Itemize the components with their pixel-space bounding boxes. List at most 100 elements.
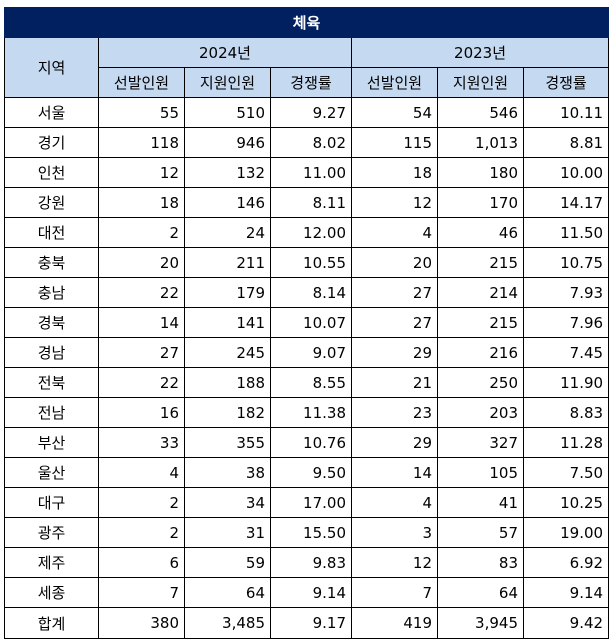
region-cell: 충북 — [4, 247, 99, 278]
selected-2024-cell: 2 — [98, 217, 185, 248]
selected-2024-cell: 33 — [98, 427, 185, 458]
applicants-2024-cell: 34 — [184, 487, 271, 518]
ratio-2023-cell: 11.28 — [522, 427, 610, 458]
ratio-2024-cell: 8.55 — [270, 367, 352, 398]
ratio-2023-cell: 8.81 — [522, 127, 610, 158]
applicants-2023-cell: 216 — [437, 337, 524, 368]
applicants-2023-cell: 83 — [437, 547, 524, 578]
region-cell: 전북 — [4, 367, 99, 398]
applicants-2023-cell: 327 — [437, 427, 524, 458]
ratio-2023-cell: 7.50 — [522, 457, 610, 488]
ratio-2023-cell: 11.90 — [522, 367, 610, 398]
ratio-2023-cell: 7.93 — [522, 277, 610, 308]
selected-2023-cell: 21 — [351, 367, 438, 398]
ratio-2023-cell: 10.00 — [522, 157, 610, 188]
ratio-2023-cell: 7.45 — [522, 337, 610, 368]
selected-2023-cell: 4 — [351, 217, 438, 248]
region-cell: 대구 — [4, 487, 99, 518]
applicants-2023-cell: 1,013 — [437, 127, 524, 158]
selected-2024-cell: 22 — [98, 277, 185, 308]
selected-2023-cell: 14 — [351, 457, 438, 488]
applicants-2023-cell: 170 — [437, 187, 524, 218]
selected-2024-cell: 6 — [98, 547, 185, 578]
ratio-2023-cell: 7.96 — [522, 307, 610, 338]
ratio-2023-cell: 19.00 — [522, 517, 610, 548]
region-cell: 강원 — [4, 187, 99, 218]
region-cell: 경북 — [4, 307, 99, 338]
table-row: 부산 33 355 10.76 29 327 11.28 — [4, 427, 610, 458]
selected-2024-cell: 20 — [98, 247, 185, 278]
region-header: 지역 — [4, 37, 99, 98]
table-row: 경기 118 946 8.02 115 1,013 8.81 — [4, 127, 610, 158]
applicants-2024-cell: 141 — [184, 307, 271, 338]
applicants-2024-cell: 146 — [184, 187, 271, 218]
applicants-2024-cell: 182 — [184, 397, 271, 428]
ratio-2024-cell: 10.07 — [270, 307, 352, 338]
ratio-2024-cell: 9.27 — [270, 97, 352, 128]
applicants-2023-cell: 215 — [437, 307, 524, 338]
selected-2023-cell: 29 — [351, 427, 438, 458]
ratio-2023-cell: 9.42 — [522, 607, 610, 639]
selected-2023-cell: 12 — [351, 547, 438, 578]
applicants-2024-cell: 31 — [184, 517, 271, 548]
selected-2023-cell: 115 — [351, 127, 438, 158]
applicants-2024-cell: 245 — [184, 337, 271, 368]
applicants-2024-cell: 211 — [184, 247, 271, 278]
selected-2024-cell: 27 — [98, 337, 185, 368]
ratio-2024-cell: 8.11 — [270, 187, 352, 218]
selected-2023-cell: 3 — [351, 517, 438, 548]
selected-2024-cell: 12 — [98, 157, 185, 188]
applicants-2023-cell: 41 — [437, 487, 524, 518]
table-row: 서울 55 510 9.27 54 546 10.11 — [4, 97, 610, 128]
ratio-2024-cell: 11.00 — [270, 157, 352, 188]
applicants-2024-cell: 3,485 — [184, 607, 271, 639]
table-row: 인천 12 132 11.00 18 180 10.00 — [4, 157, 610, 188]
ratio-2023-cell: 8.83 — [522, 397, 610, 428]
ratio-2023-cell: 9.14 — [522, 577, 610, 608]
selected-2023-cell: 419 — [351, 607, 438, 639]
table-row: 세종 7 64 9.14 7 64 9.14 — [4, 577, 610, 608]
selected-2023-cell: 29 — [351, 337, 438, 368]
col-header-selected-2024: 선발인원 — [98, 67, 185, 98]
selected-2024-cell: 16 — [98, 397, 185, 428]
table-row: 제주 6 59 9.83 12 83 6.92 — [4, 547, 610, 578]
table-row: 전남 16 182 11.38 23 203 8.83 — [4, 397, 610, 428]
region-cell: 울산 — [4, 457, 99, 488]
table-row: 경남 27 245 9.07 29 216 7.45 — [4, 337, 610, 368]
region-cell: 합계 — [4, 607, 99, 639]
applicants-2023-cell: 180 — [437, 157, 524, 188]
table-row: 울산 4 38 9.50 14 105 7.50 — [4, 457, 610, 488]
table-row: 강원 18 146 8.11 12 170 14.17 — [4, 187, 610, 218]
selected-2024-cell: 55 — [98, 97, 185, 128]
col-header-applicants-2024: 지원인원 — [184, 67, 271, 98]
region-cell: 경기 — [4, 127, 99, 158]
ratio-2024-cell: 10.55 — [270, 247, 352, 278]
ratio-2024-cell: 8.02 — [270, 127, 352, 158]
ratio-2024-cell: 15.50 — [270, 517, 352, 548]
ratio-2023-cell: 10.11 — [522, 97, 610, 128]
applicants-2024-cell: 355 — [184, 427, 271, 458]
col-header-applicants-2023: 지원인원 — [437, 67, 524, 98]
table-title: 체육 — [3, 7, 610, 38]
applicants-2023-cell: 46 — [437, 217, 524, 248]
table-row: 경북 14 141 10.07 27 215 7.96 — [4, 307, 610, 338]
applicants-2024-cell: 132 — [184, 157, 271, 188]
selected-2024-cell: 2 — [98, 517, 185, 548]
applicants-2024-cell: 179 — [184, 277, 271, 308]
region-cell: 충남 — [4, 277, 99, 308]
table-row: 광주 2 31 15.50 3 57 19.00 — [4, 517, 610, 548]
applicants-2023-cell: 214 — [437, 277, 524, 308]
selected-2023-cell: 54 — [351, 97, 438, 128]
selected-2024-cell: 14 — [98, 307, 185, 338]
selected-2024-cell: 2 — [98, 487, 185, 518]
applicants-2023-cell: 105 — [437, 457, 524, 488]
selected-2023-cell: 7 — [351, 577, 438, 608]
region-cell: 대전 — [4, 217, 99, 248]
competition-table: 체육 지역 2024년 2023년 선발인원 지원인원 경쟁률 선발인원 지원인… — [3, 7, 610, 639]
col-header-ratio-2023: 경쟁률 — [522, 67, 610, 98]
table-row: 전북 22 188 8.55 21 250 11.90 — [4, 367, 610, 398]
region-cell: 서울 — [4, 97, 99, 128]
ratio-2024-cell: 17.00 — [270, 487, 352, 518]
ratio-2024-cell: 11.38 — [270, 397, 352, 428]
ratio-2024-cell: 10.76 — [270, 427, 352, 458]
